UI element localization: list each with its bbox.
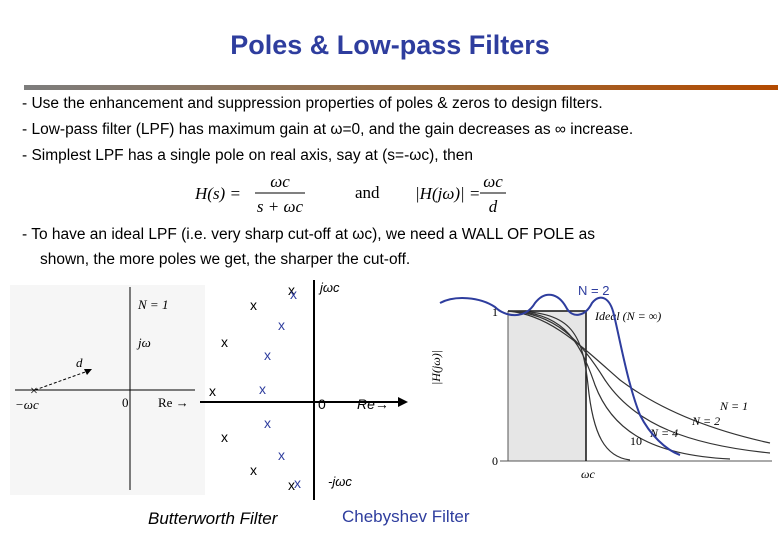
y-zero: 0 — [492, 454, 498, 468]
formula-den: s + ωc — [257, 197, 304, 216]
curve-n10 — [507, 310, 631, 461]
formula-num2: ωc — [483, 172, 503, 191]
bullet-2: - Low-pass filter (LPF) has maximum gain… — [22, 121, 634, 138]
y-axis-label: |H(jω)| — [430, 350, 443, 385]
butterworth-caption: Butterworth Filter — [148, 509, 278, 528]
pole-marker: × — [30, 384, 38, 399]
pole-x: x — [288, 477, 295, 493]
ideal-label: Ideal (N = ∞) — [594, 309, 661, 323]
chebyshev-caption: Chebyshev Filter — [342, 507, 470, 526]
pole-x: x — [288, 282, 295, 298]
curve-label-n10: 10 — [630, 434, 642, 448]
pole-x: x — [221, 334, 228, 350]
curve-n2 — [507, 310, 771, 454]
real-axis-arrowhead — [398, 397, 408, 407]
pole-x-blue: x — [259, 381, 266, 397]
lpf-formula: H(s) = ωc s + ωc and |H(jω)| = ωc d — [195, 172, 506, 216]
splane-n-label: N = 1 — [137, 297, 168, 312]
splane-d: d — [76, 355, 83, 370]
pole-x: x — [221, 429, 228, 445]
curve-label-n2: N = 2 — [691, 414, 720, 428]
title-divider — [24, 85, 778, 90]
neg-jwc-label: -jωc — [328, 474, 352, 489]
jwc-label: jωc — [318, 280, 340, 295]
chebyshev-curve — [439, 293, 681, 456]
bullet-4-cont: shown, the more poles we get, the sharpe… — [40, 251, 411, 268]
formula-lhs: H(s) = — [195, 184, 241, 203]
formula-and: and — [355, 183, 380, 202]
pole-x-blue: x — [278, 317, 285, 333]
bullet-4: - To have an ideal LPF (i.e. very sharp … — [22, 226, 595, 243]
vector-arrowhead — [84, 369, 92, 375]
pole-x: x — [250, 462, 257, 478]
ideal-region — [508, 311, 586, 461]
curve-label-n1: N = 1 — [719, 399, 748, 413]
formula-lhs2: |H(jω)| = — [415, 184, 480, 203]
pole-x-blue: x — [294, 475, 301, 491]
curve-label-n4: N = 4 — [649, 426, 678, 440]
splane-minus-wc: −ωc — [15, 397, 39, 412]
bullet-1: - Use the enhancement and suppression pr… — [22, 95, 603, 112]
re-label: Re→ — [357, 396, 389, 412]
bullet-3: - Simplest LPF has a single pole on real… — [22, 147, 474, 164]
plot-bg — [435, 295, 775, 483]
butterworth-poles: jωc 0 Re→ -jωc x x x x x x x x x x x x x… — [200, 280, 408, 500]
slide-title: Poles & Low-pass Filters — [230, 30, 550, 60]
pole-x: x — [209, 383, 216, 399]
y-one: 1 — [492, 305, 498, 319]
pole-x-blue: x — [290, 286, 297, 302]
pole-x-blue: x — [264, 347, 271, 363]
splane-re: Re → — [158, 395, 189, 410]
splane-jw: jω — [136, 335, 151, 350]
distance-vector — [34, 370, 89, 391]
x-wc: ωc — [581, 467, 595, 481]
origin-label: 0 — [318, 396, 326, 412]
splane-zero: 0 — [122, 395, 129, 410]
formula-den2: d — [489, 197, 498, 216]
pole-x: x — [250, 297, 257, 313]
single-pole-splane: N = 1 jω d 0 Re → −ωc × — [10, 285, 205, 495]
n2-label: N = 2 — [578, 285, 609, 298]
curve-n1 — [507, 310, 771, 444]
frequency-response: 1 0 ωc |H(jω)| Ideal (N = ∞) N = 1 N = 2… — [430, 285, 775, 483]
formula-num: ωc — [270, 172, 290, 191]
pole-x-blue: x — [264, 415, 271, 431]
pole-x-blue: x — [278, 447, 285, 463]
